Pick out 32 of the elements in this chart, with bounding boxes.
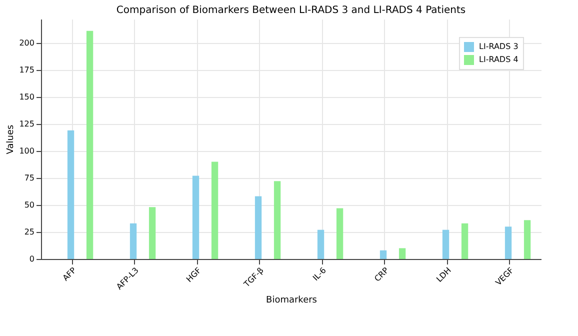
bar — [461, 223, 468, 259]
x-tick-label: IL-6 — [311, 266, 328, 283]
x-tick-label: CRP — [372, 266, 391, 284]
bar — [380, 250, 387, 259]
bar — [211, 162, 218, 259]
y-axis-title: Values — [6, 124, 16, 154]
bar — [254, 196, 262, 259]
bar — [148, 207, 156, 259]
bar — [504, 226, 512, 259]
y-tick-label: 175 — [19, 65, 34, 74]
y-tick-label: 100 — [19, 146, 34, 156]
bar — [86, 30, 94, 259]
bar — [524, 220, 531, 259]
y-tick-label: 125 — [19, 119, 34, 128]
y-tick-label: 25 — [24, 227, 34, 236]
y-tick-label: 150 — [19, 92, 34, 102]
bar — [192, 176, 200, 259]
bar — [442, 230, 450, 259]
bar — [336, 208, 344, 259]
bar — [274, 181, 281, 259]
y-tick-label: 200 — [19, 38, 34, 48]
bar — [67, 130, 74, 259]
x-axis-title: Biomarkers — [266, 295, 318, 306]
bar — [398, 248, 406, 259]
bar — [130, 223, 137, 259]
legend-label: LI-RADS 3 — [479, 42, 518, 51]
bar — [317, 230, 324, 259]
chart-title: Comparison of Biomarkers Between LI-RADS 3 and LI-RADS 4 Patients — [116, 5, 466, 16]
y-tick-label: 50 — [24, 200, 34, 210]
y-tick-label: 75 — [24, 173, 34, 182]
legend-label: LI-RADS 4 — [479, 55, 518, 64]
y-tick-label: 0 — [29, 254, 34, 264]
